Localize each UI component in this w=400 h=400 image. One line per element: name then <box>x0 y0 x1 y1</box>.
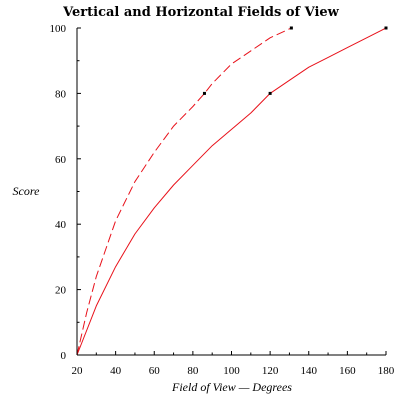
x-tick-label: 120 <box>262 365 279 377</box>
data-point-marker <box>289 26 293 30</box>
x-tick-label: 40 <box>110 365 122 377</box>
series-line-solid <box>76 27 387 356</box>
y-axis-label: Score <box>13 184 41 198</box>
y-tick-label: 80 <box>55 88 67 100</box>
y-tick-label: 40 <box>55 219 67 231</box>
x-ticks: 20 40 60 80 100 120 140 160 180 <box>72 351 395 377</box>
data-point-marker <box>384 26 388 30</box>
axes <box>76 28 386 356</box>
y-tick-label: 100 <box>50 23 67 35</box>
x-tick-label: 180 <box>378 365 395 377</box>
x-tick-label: 20 <box>72 365 84 377</box>
markers <box>202 26 388 95</box>
x-tick-label: 100 <box>223 365 240 377</box>
series-line-dashed <box>76 27 292 356</box>
y-tick-label: 0 <box>61 350 67 362</box>
plot-lines <box>76 27 387 356</box>
x-axis-label: Field of View — Degrees <box>171 380 292 394</box>
chart-title: Vertical and Horizontal Fields of View <box>62 5 340 20</box>
y-ticks: 0 20 40 60 80 100 <box>50 23 81 362</box>
x-tick-label: 60 <box>149 365 161 377</box>
y-tick-label: 60 <box>55 154 67 166</box>
data-point-marker <box>268 91 272 95</box>
x-tick-label: 80 <box>187 365 199 377</box>
x-tick-label: 140 <box>301 365 318 377</box>
x-tick-label: 160 <box>339 365 356 377</box>
data-point-marker <box>202 91 206 95</box>
y-tick-label: 20 <box>55 285 67 297</box>
